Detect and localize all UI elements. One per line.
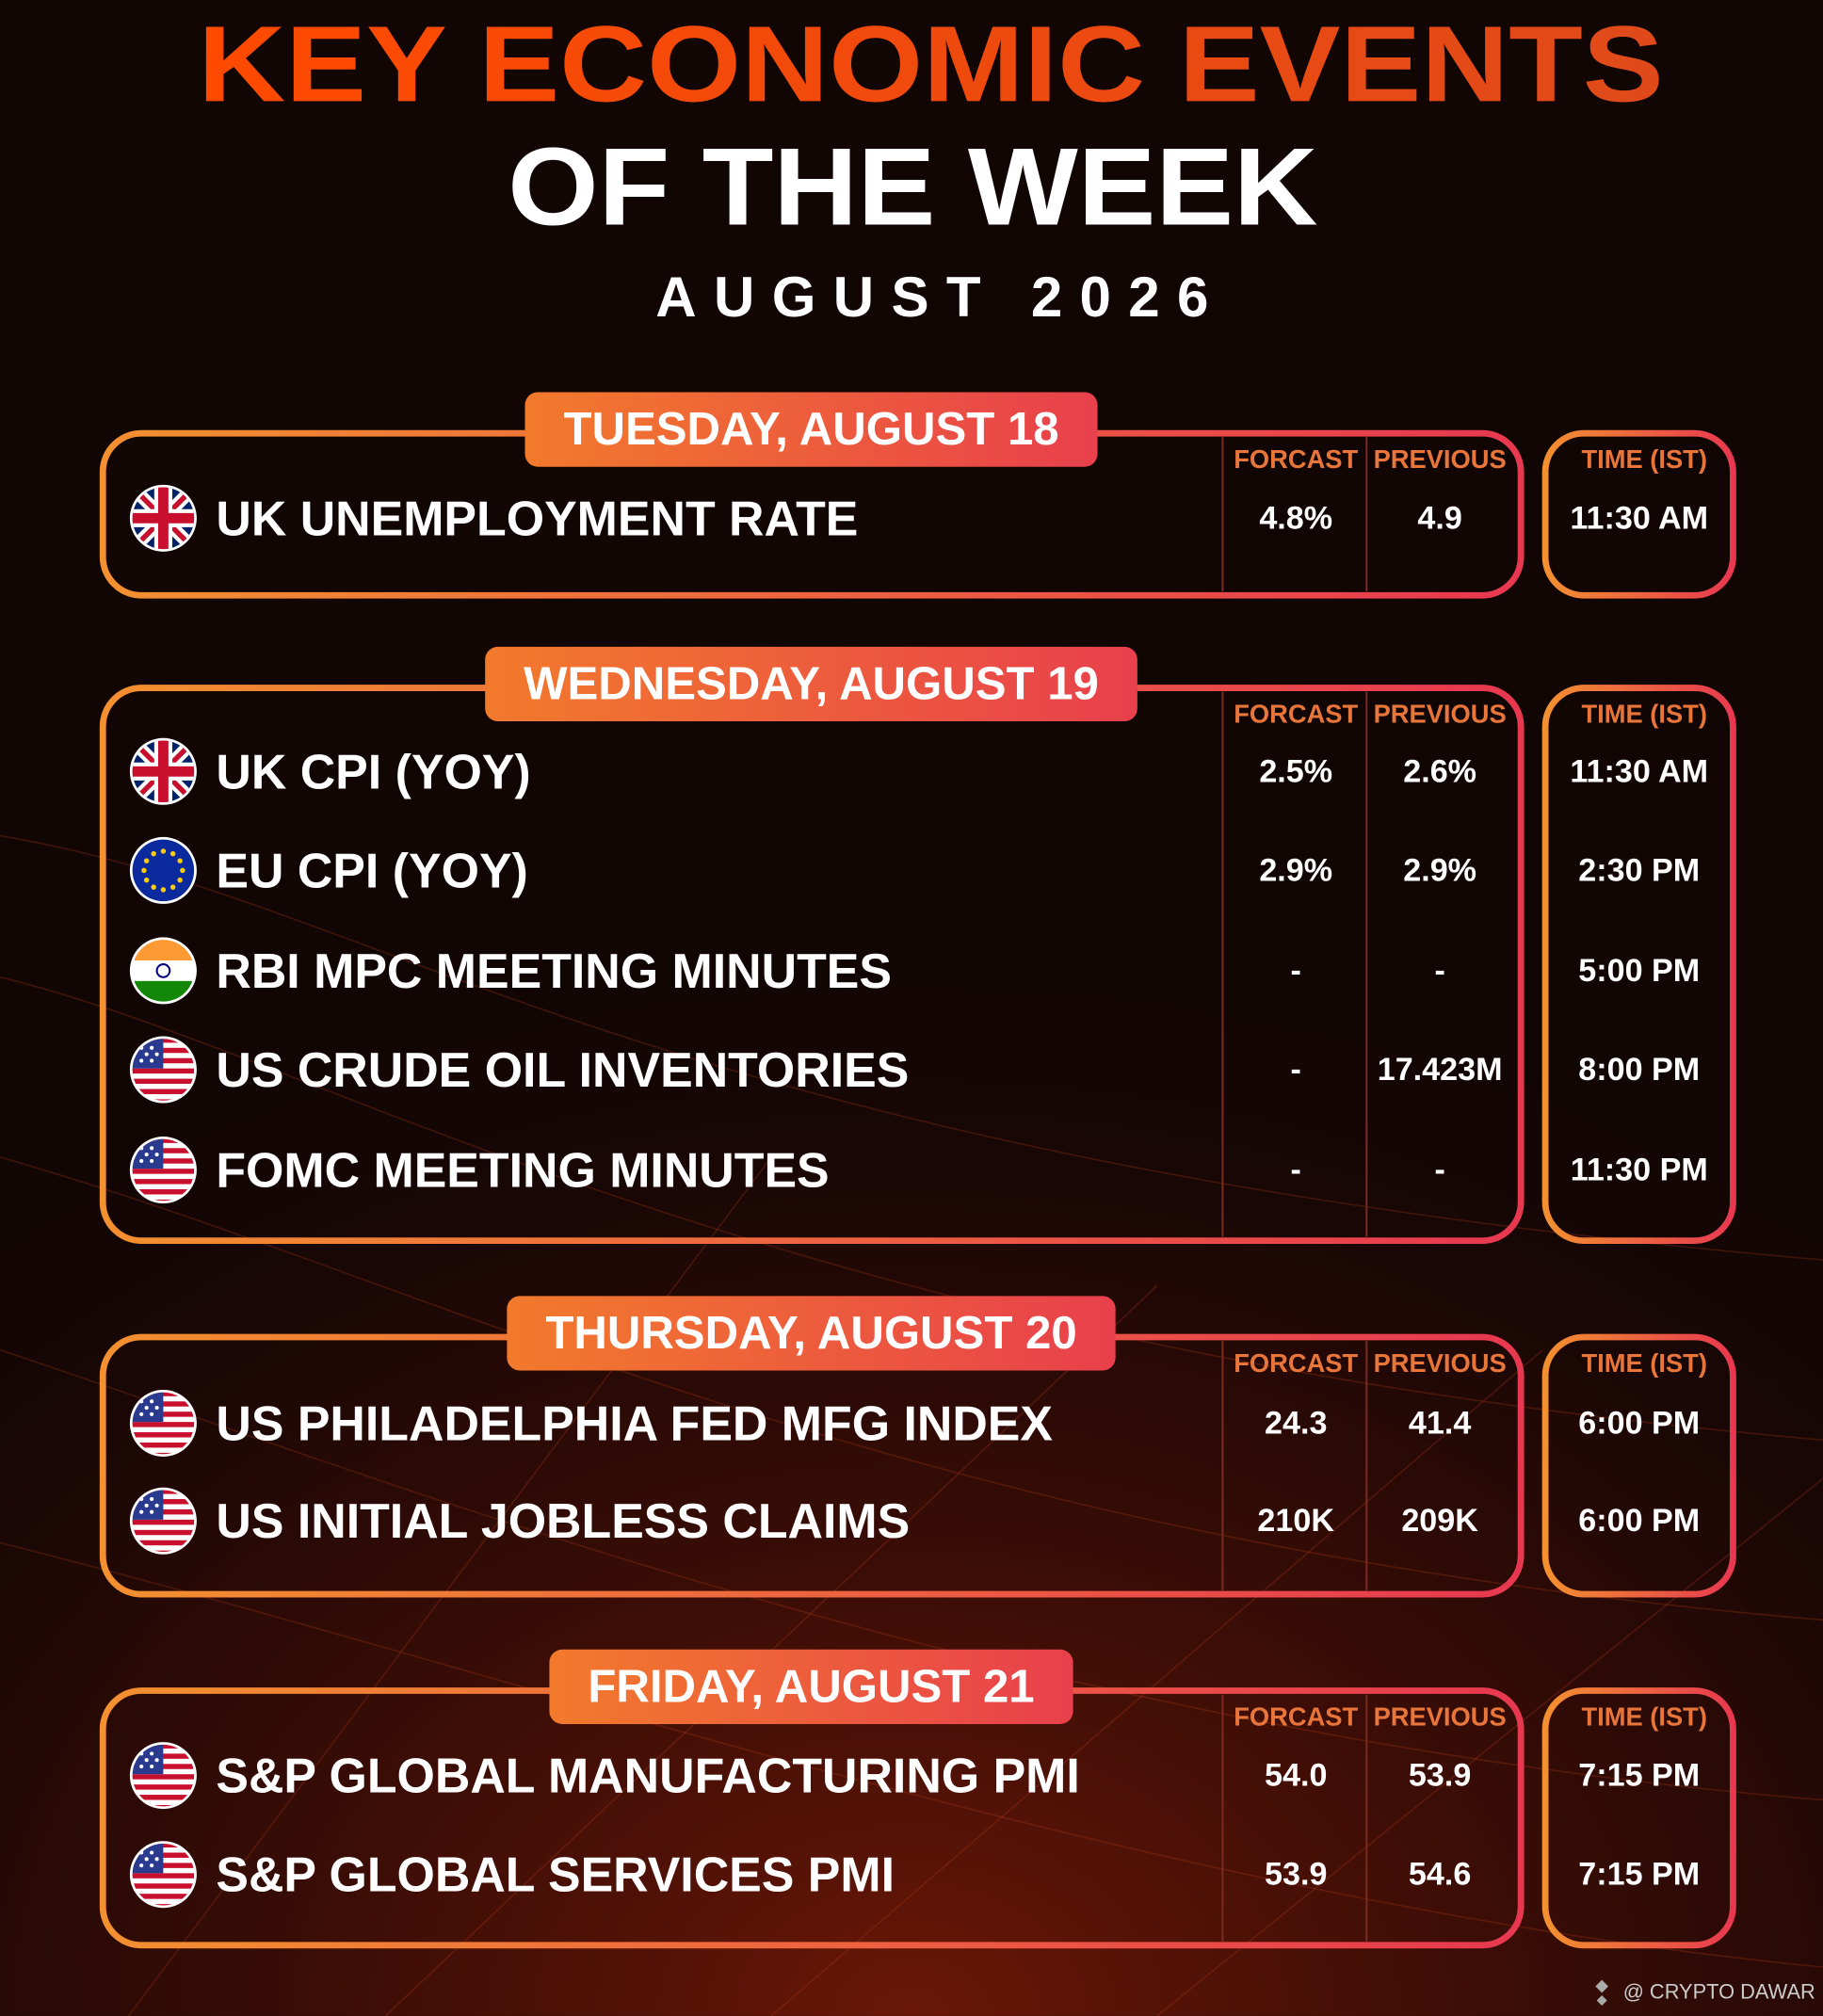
credit-logo [1595, 1979, 1608, 2006]
event-previous: 2.6% [1403, 753, 1476, 789]
column-header: FORCAST [1234, 699, 1358, 728]
event-name: EU CPI (YOY) [216, 843, 527, 897]
time-box [1541, 685, 1736, 1245]
event-previous: 209K [1401, 1503, 1478, 1539]
event-name: FOMC MEETING MINUTES [216, 1143, 829, 1198]
time-box [1541, 1333, 1736, 1598]
event-time: 11:30 AM [1570, 500, 1708, 536]
column-header: PREVIOUS [1374, 444, 1507, 474]
event-name: UK UNEMPLOYMENT RATE [216, 491, 858, 545]
event-previous: 54.6 [1409, 1857, 1471, 1893]
credit-text: @ CRYPTO DAWAR [1623, 1979, 1815, 2003]
event-forecast: 2.5% [1259, 753, 1332, 789]
column-header: TIME (IST) [1582, 699, 1707, 728]
day-pill [549, 1649, 1073, 1724]
column-header: PREVIOUS [1374, 699, 1507, 728]
day-label: THURSDAY, AUGUST 20 [545, 1308, 1076, 1359]
event-time: 7:15 PM [1578, 1857, 1700, 1893]
day-label: TUESDAY, AUGUST 18 [563, 404, 1058, 455]
day-pill [485, 646, 1137, 722]
event-forecast: - [1291, 1052, 1301, 1088]
column-header: FORCAST [1234, 444, 1358, 474]
event-name: US PHILADELPHIA FED MFG INDEX [216, 1395, 1053, 1450]
subtitle: OF THE WEEK [508, 125, 1317, 249]
day-section: WEDNESDAY, AUGUST 19 FORCAST PREVIOUS TIME … [99, 646, 1736, 1245]
event-name: S&P GLOBAL MANUFACTURING PMI [216, 1749, 1079, 1803]
column-header: FORCAST [1234, 1348, 1358, 1378]
column-header: TIME (IST) [1582, 444, 1707, 474]
event-name: UK CPI (YOY) [216, 744, 530, 798]
event-previous: - [1434, 953, 1444, 989]
credit: @ CRYPTO DAWAR [1595, 1979, 1815, 2006]
time-box [1541, 1687, 1736, 1949]
event-name: S&P GLOBAL SERVICES PMI [216, 1847, 895, 1902]
day-label: FRIDAY, AUGUST 21 [588, 1661, 1034, 1712]
event-time: 11:30 PM [1571, 1153, 1708, 1188]
event-forecast: 210K [1257, 1503, 1334, 1539]
event-forecast: 4.8% [1259, 500, 1332, 536]
event-previous: 4.9 [1417, 500, 1461, 536]
column-header: PREVIOUS [1374, 1348, 1507, 1378]
day-pill [507, 1296, 1116, 1371]
event-time: 7:15 PM [1578, 1758, 1700, 1794]
day-pill [524, 392, 1098, 467]
day-section: THURSDAY, AUGUST 20 FORCAST PREVIOUS TIME (… [99, 1296, 1736, 1598]
day-section: FRIDAY, AUGUST 21 FORCAST PREVIOUS TIME (IS… [99, 1649, 1736, 1949]
event-previous: 2.9% [1403, 852, 1476, 888]
event-time: 11:30 AM [1570, 753, 1708, 789]
event-forecast: - [1291, 1153, 1301, 1188]
column-header: TIME (IST) [1582, 1348, 1707, 1378]
event-forecast: 54.0 [1265, 1758, 1327, 1794]
event-name: US CRUDE OIL INVENTORIES [216, 1042, 909, 1097]
event-forecast: 24.3 [1265, 1405, 1327, 1441]
event-previous: 17.423M [1378, 1052, 1503, 1088]
event-forecast: - [1291, 953, 1301, 989]
event-time: 2:30 PM [1578, 852, 1700, 888]
time-box [1541, 429, 1736, 599]
event-time: 6:00 PM [1578, 1503, 1700, 1539]
day-label: WEDNESDAY, AUGUST 19 [524, 658, 1099, 709]
column-header: FORCAST [1234, 1702, 1358, 1731]
event-previous: - [1434, 1153, 1444, 1188]
column-header: PREVIOUS [1374, 1702, 1507, 1731]
title: KEY ECONOMIC EVENTS [198, 4, 1663, 124]
event-forecast: 53.9 [1265, 1857, 1327, 1893]
column-header: TIME (IST) [1582, 1702, 1707, 1731]
event-time: 8:00 PM [1578, 1052, 1700, 1088]
event-previous: 53.9 [1409, 1758, 1471, 1794]
event-time: 6:00 PM [1578, 1405, 1700, 1441]
event-time: 5:00 PM [1578, 953, 1700, 989]
event-name: US INITIAL JOBLESS CLAIMS [216, 1493, 910, 1548]
event-name: RBI MPC MEETING MINUTES [216, 943, 892, 998]
event-previous: 41.4 [1409, 1405, 1471, 1441]
day-section: TUESDAY, AUGUST 18 FORCAST PREVIOUS TIME (I… [99, 392, 1736, 599]
event-forecast: 2.9% [1259, 852, 1332, 888]
